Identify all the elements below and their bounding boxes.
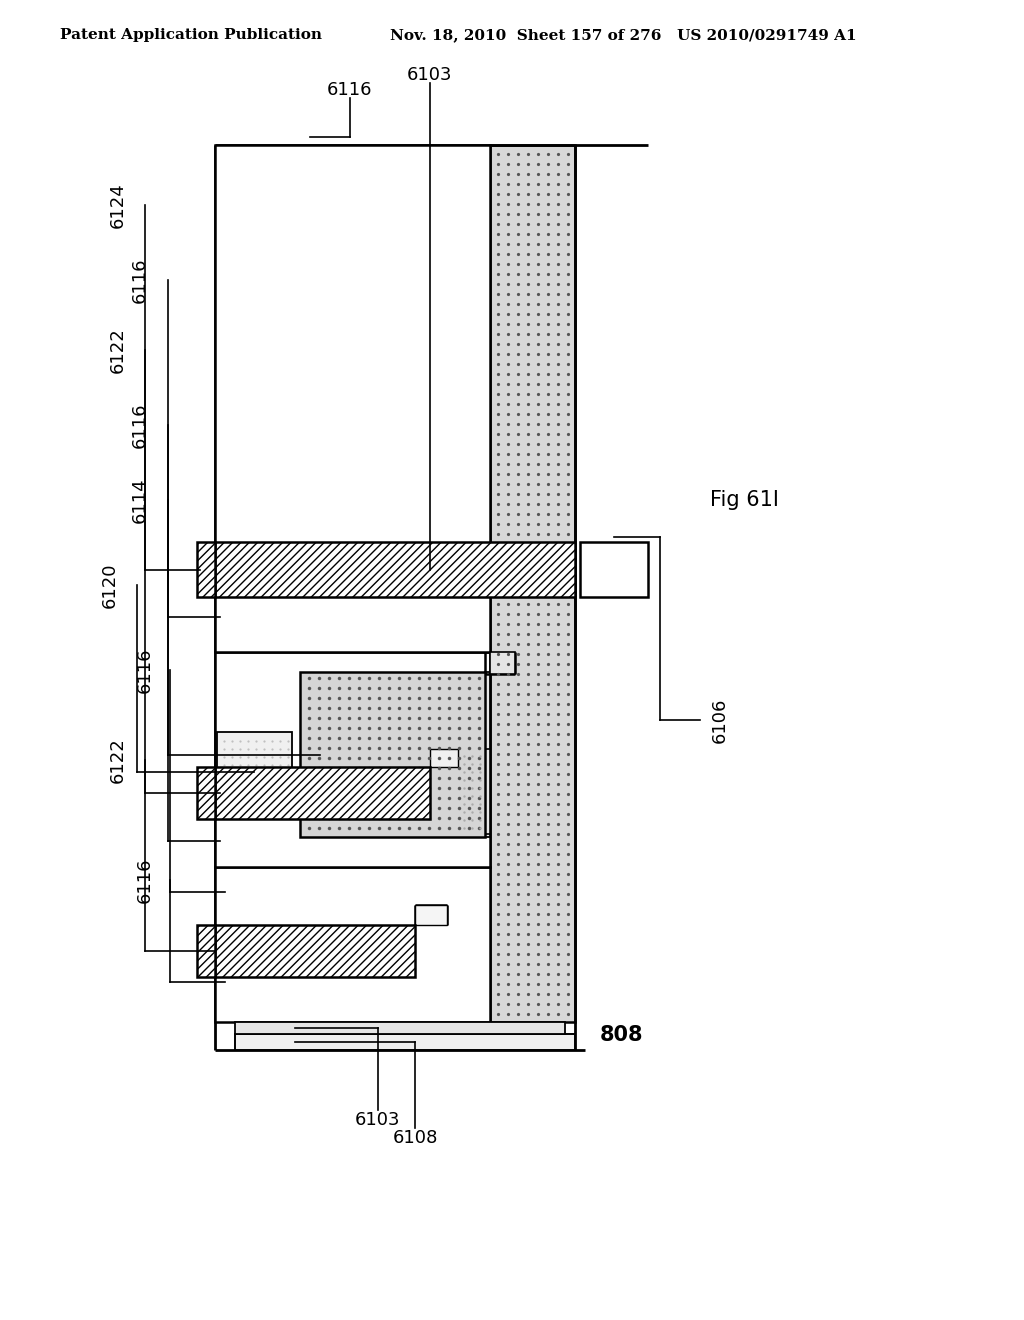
Text: 6120: 6120 xyxy=(101,562,119,607)
Bar xyxy=(485,672,490,837)
Text: 6114: 6114 xyxy=(131,478,150,523)
Bar xyxy=(234,1022,565,1034)
Bar xyxy=(430,748,458,767)
Text: 6122: 6122 xyxy=(109,327,127,372)
Text: Patent Application Publication: Patent Application Publication xyxy=(60,28,322,42)
Bar xyxy=(217,733,292,812)
Text: 6103: 6103 xyxy=(408,66,453,84)
Text: 6116: 6116 xyxy=(136,857,154,903)
Text: 6108: 6108 xyxy=(392,1129,437,1147)
Bar xyxy=(415,906,447,925)
Bar xyxy=(580,543,648,597)
Bar xyxy=(215,925,415,977)
Text: 6116: 6116 xyxy=(328,81,373,99)
Text: 6103: 6103 xyxy=(355,1111,400,1129)
Bar xyxy=(490,145,575,1022)
Bar xyxy=(300,672,485,837)
Bar xyxy=(458,748,490,834)
Text: 6116: 6116 xyxy=(131,403,150,447)
Bar xyxy=(215,145,490,652)
Text: 808: 808 xyxy=(600,1026,643,1045)
Text: 6106: 6106 xyxy=(711,697,729,743)
Bar xyxy=(234,1034,575,1049)
Text: 6124: 6124 xyxy=(109,182,127,228)
Bar xyxy=(490,652,515,675)
Text: 6122: 6122 xyxy=(109,737,127,783)
Text: 6116: 6116 xyxy=(136,647,154,693)
Bar xyxy=(215,867,490,1022)
Bar xyxy=(197,543,215,597)
Text: 6116: 6116 xyxy=(131,257,150,302)
Bar xyxy=(215,543,575,597)
Bar xyxy=(197,925,215,977)
Bar xyxy=(197,767,215,818)
Text: Nov. 18, 2010  Sheet 157 of 276   US 2010/0291749 A1: Nov. 18, 2010 Sheet 157 of 276 US 2010/0… xyxy=(390,28,857,42)
Bar xyxy=(215,767,430,818)
Bar xyxy=(215,652,490,867)
Text: Fig 61I: Fig 61I xyxy=(710,490,779,510)
